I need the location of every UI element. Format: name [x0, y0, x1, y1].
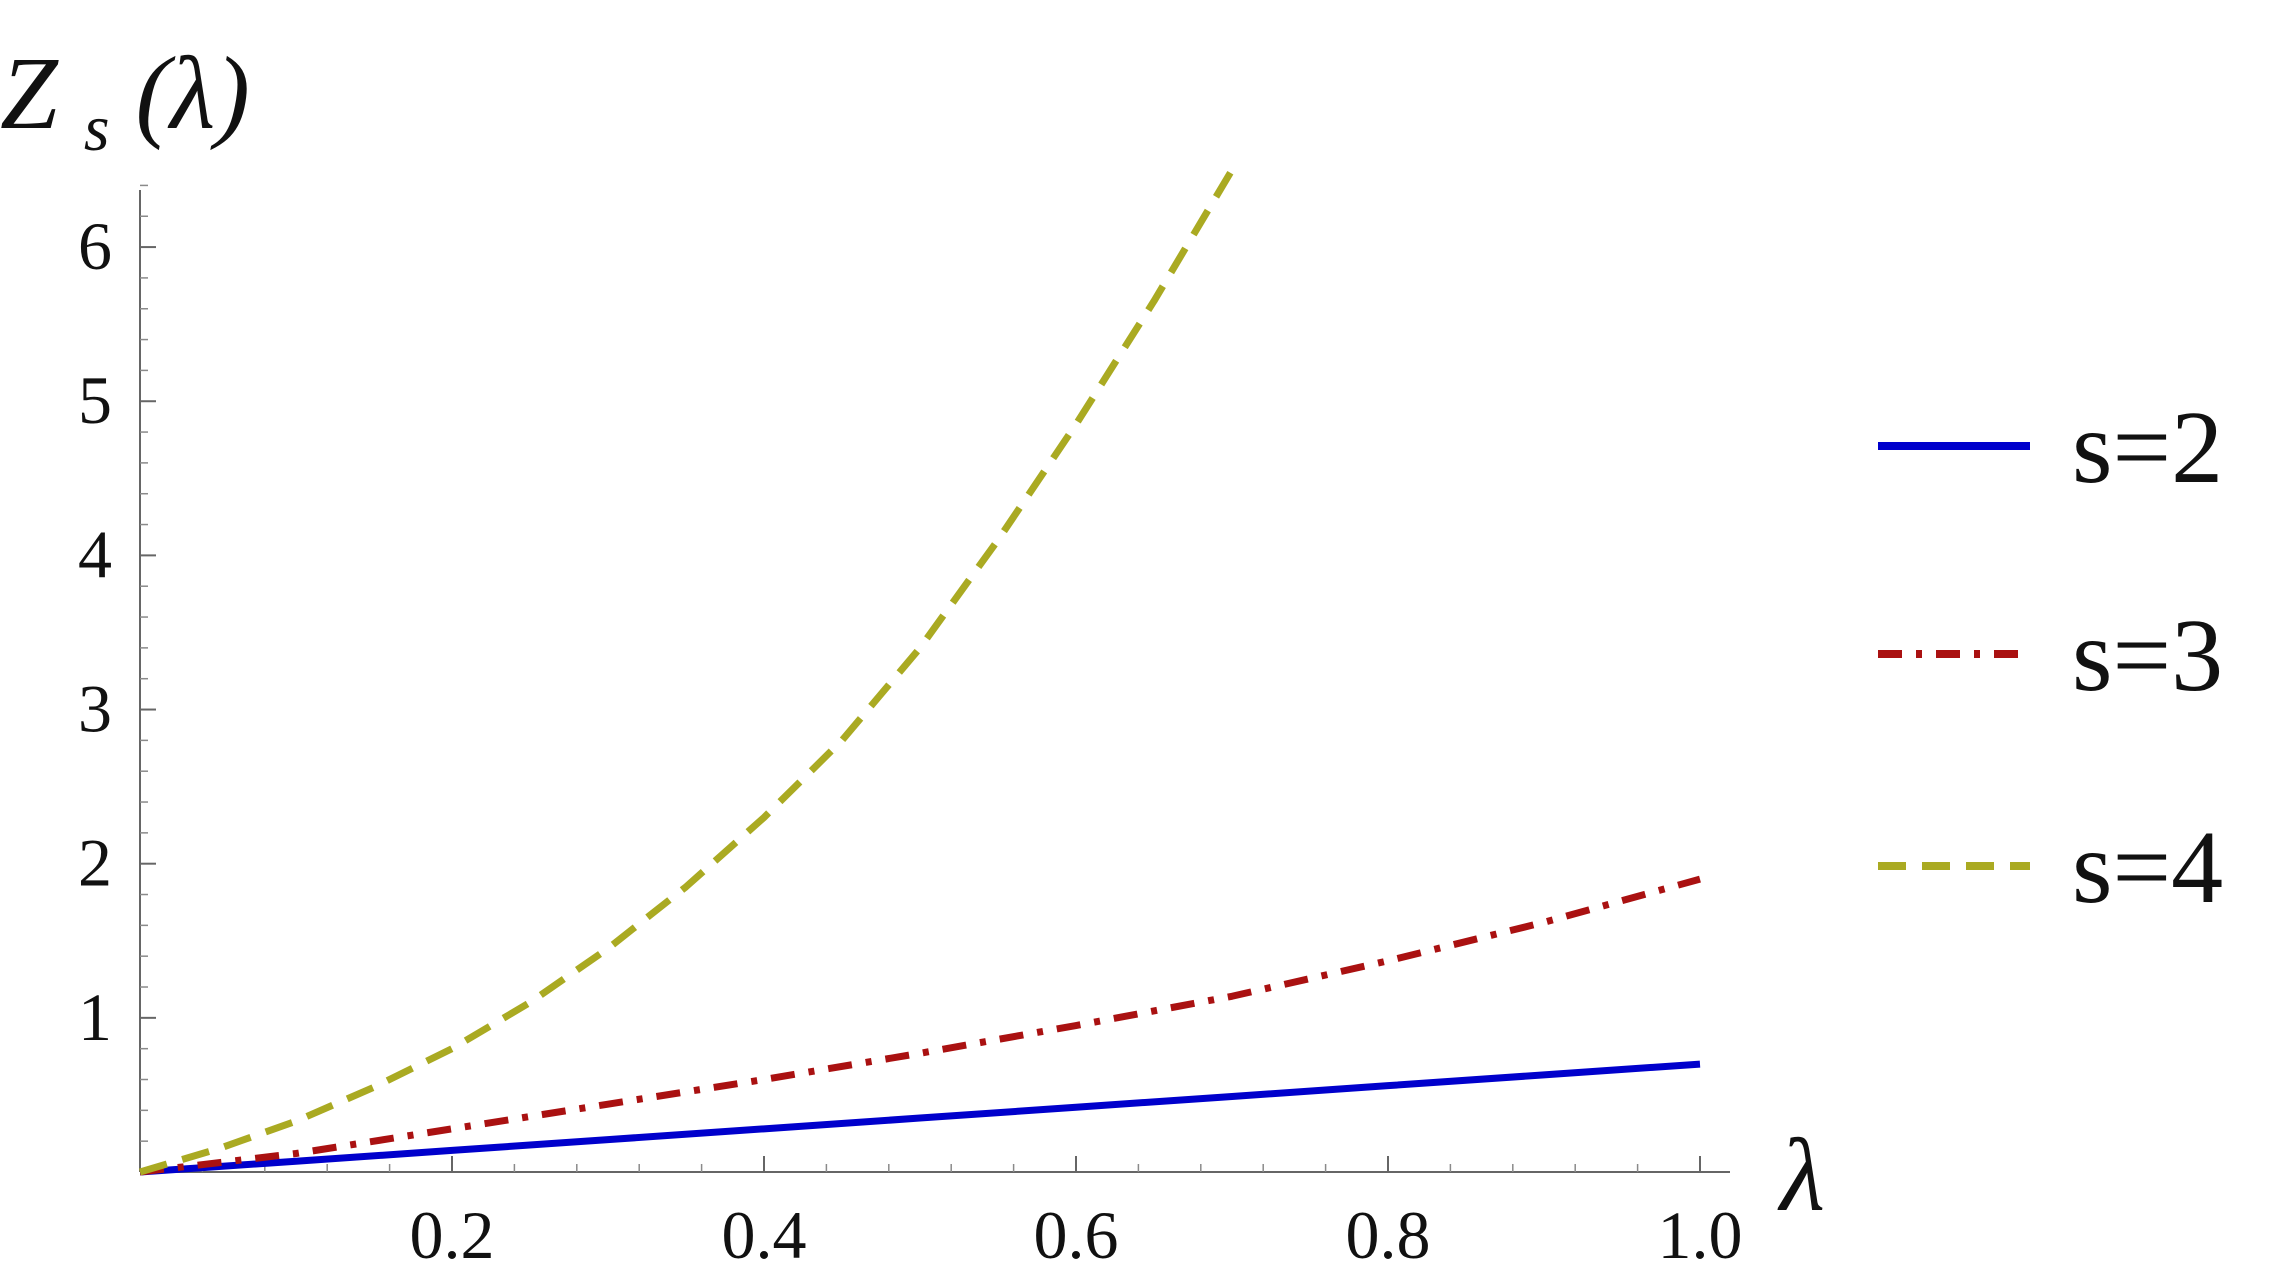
x-tick-label: 0.2 [410, 1197, 495, 1273]
y-axis-title: Z s (λ) [0, 36, 250, 173]
y-tick-label: 5 [78, 362, 112, 438]
svg-text:Z s (λ): Z s (λ) [0, 36, 250, 173]
series-line-s-2 [139, 1060, 1701, 1176]
legend-label: s=2 [2072, 390, 2223, 505]
y-tick-label: 1 [78, 979, 112, 1055]
y-axis-title-subscript: s [84, 92, 110, 165]
plot-series [139, 168, 1701, 1176]
series-line-s-4 [139, 168, 1236, 1176]
legend: s=2 s=3 s=4 [1878, 390, 2223, 925]
x-tick-label: 0.8 [1346, 1197, 1431, 1273]
y-tick-label: 3 [78, 671, 112, 747]
axes: 0.2 0.4 0.6 0.8 1.0 1 2 3 4 5 6 [78, 184, 1743, 1273]
x-axis-title: λ [1777, 1118, 1825, 1233]
y-tick-label: 6 [78, 208, 112, 284]
x-tick-label: 0.4 [722, 1197, 807, 1273]
legend-label: s=4 [2072, 810, 2223, 925]
x-tick-label: 1.0 [1658, 1197, 1743, 1273]
x-tick-label: 0.6 [1034, 1197, 1119, 1273]
y-tick-label: 4 [78, 516, 112, 592]
y-axis-title-main: Z [0, 36, 59, 151]
y-axis-title-argument: (λ) [136, 36, 250, 151]
legend-label: s=3 [2072, 598, 2223, 713]
y-tick-label: 2 [78, 825, 112, 901]
series-line-s-3 [139, 875, 1701, 1176]
